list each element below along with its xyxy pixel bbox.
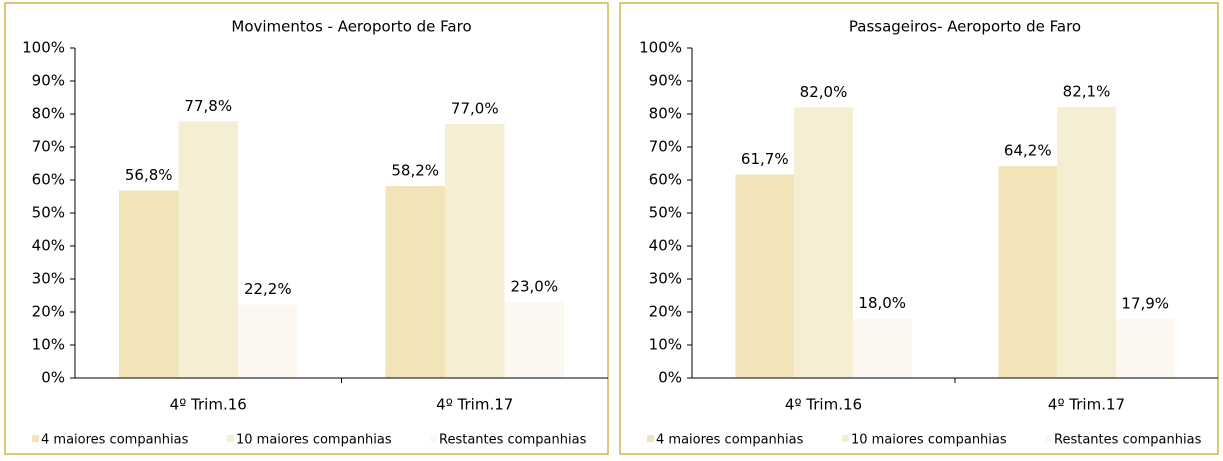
bar bbox=[1115, 318, 1175, 378]
y-tick-label: 70% bbox=[32, 138, 65, 156]
y-tick-label: 30% bbox=[649, 270, 682, 288]
x-tick-label: 4º Trim.16 bbox=[170, 396, 247, 414]
data-label: 22,2% bbox=[244, 280, 292, 298]
y-tick-label: 100% bbox=[22, 39, 65, 57]
data-label: 17,9% bbox=[1121, 294, 1169, 312]
legend-label: 10 maiores companhias bbox=[236, 433, 392, 448]
data-label: 18,0% bbox=[858, 294, 906, 312]
data-label: 61,7% bbox=[741, 150, 789, 168]
y-tick-label: 80% bbox=[32, 105, 65, 123]
y-tick-label: 70% bbox=[649, 138, 682, 156]
y-tick-label: 10% bbox=[32, 336, 65, 354]
y-tick-label: 60% bbox=[649, 171, 682, 189]
bar bbox=[504, 302, 565, 378]
bar bbox=[385, 185, 445, 378]
legend-swatch bbox=[842, 435, 849, 442]
legend-label: 4 maiores companhias bbox=[41, 433, 189, 448]
legend-swatch bbox=[227, 435, 234, 442]
legend-label: 10 maiores companhias bbox=[851, 433, 1007, 448]
y-tick-label: 90% bbox=[649, 72, 682, 90]
data-label: 82,1% bbox=[1063, 83, 1111, 101]
y-tick-label: 50% bbox=[649, 204, 682, 222]
chart-title: Passageiros- Aeroporto de Faro bbox=[849, 18, 1081, 36]
bar bbox=[444, 123, 505, 379]
data-label: 64,2% bbox=[1004, 142, 1052, 160]
y-tick-label: 80% bbox=[649, 105, 682, 123]
y-tick-label: 20% bbox=[649, 303, 682, 321]
data-label: 77,0% bbox=[451, 99, 499, 117]
bar bbox=[238, 304, 298, 378]
y-tick-label: 20% bbox=[32, 303, 65, 321]
legend-swatch bbox=[1045, 435, 1052, 442]
chart-frame bbox=[4, 2, 609, 455]
data-label: 56,8% bbox=[125, 166, 173, 184]
data-label: 23,0% bbox=[510, 278, 558, 296]
y-tick-label: 50% bbox=[32, 204, 65, 222]
legend-label: 4 maiores companhias bbox=[656, 433, 804, 448]
y-tick-label: 0% bbox=[41, 369, 65, 387]
y-tick-label: 100% bbox=[639, 39, 682, 57]
data-label: 82,0% bbox=[800, 83, 848, 101]
legend-label: Restantes companhias bbox=[1054, 433, 1202, 448]
legend-swatch bbox=[647, 435, 654, 442]
bar bbox=[794, 107, 853, 379]
x-tick-label: 4º Trim.17 bbox=[1048, 396, 1125, 414]
bar bbox=[998, 166, 1058, 378]
y-tick-label: 40% bbox=[32, 237, 65, 255]
y-tick-label: 40% bbox=[649, 237, 682, 255]
chart-title: Movimentos - Aeroporto de Faro bbox=[231, 18, 471, 36]
x-tick-label: 4º Trim.17 bbox=[436, 396, 513, 414]
bar bbox=[1057, 107, 1116, 378]
legend-swatch bbox=[32, 435, 39, 442]
legend-label: Restantes companhias bbox=[439, 433, 587, 448]
data-label: 58,2% bbox=[391, 161, 439, 179]
y-tick-label: 60% bbox=[32, 171, 65, 189]
y-tick-label: 30% bbox=[32, 270, 65, 288]
data-label: 77,8% bbox=[184, 97, 232, 115]
x-tick-label: 4º Trim.16 bbox=[785, 396, 862, 414]
chart-frame bbox=[619, 2, 1219, 455]
bar bbox=[852, 318, 912, 378]
y-tick-label: 0% bbox=[658, 369, 682, 387]
y-tick-label: 90% bbox=[32, 72, 65, 90]
bar bbox=[118, 190, 179, 378]
bar bbox=[735, 174, 795, 378]
bar bbox=[178, 121, 239, 378]
y-tick-label: 10% bbox=[649, 336, 682, 354]
legend-swatch bbox=[430, 435, 437, 442]
